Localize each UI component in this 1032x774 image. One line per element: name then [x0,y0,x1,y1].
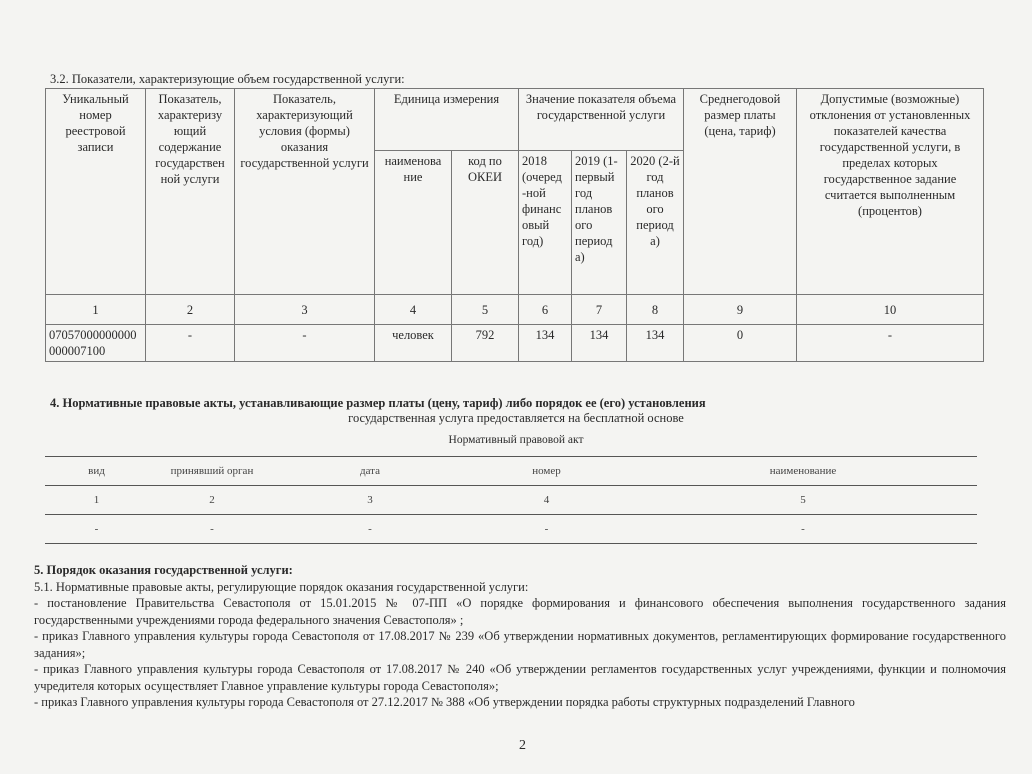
list-item: - приказ Главного управления культуры го… [34,695,855,709]
header-registry-number: Уникальный номер реестровой записи [45,88,146,295]
header-2018: 2018 (очеред -ной финанс овый год) [518,150,572,295]
legal-acts-table: вид принявший орган дата номер наименование … [45,456,977,544]
cell: человек [374,324,452,362]
header-number: номер [464,456,629,486]
header-fee: Среднегодовой размер платы (цена, тариф) [683,88,797,295]
column-numbers-row: 1 2 3 4 5 6 7 8 9 10 [45,294,984,325]
section-5-1-title: 5.1. Нормативные правовые акты, регулиру… [34,579,529,594]
list-item: - приказ Главного управления культуры го… [34,629,1006,660]
cell: 4 [464,485,629,515]
legal-act-caption: Нормативный правовой акт [448,434,584,446]
header-content-indicator: Показатель, характеризу ющий содержание … [145,88,235,295]
cell: 4 [374,294,452,325]
cell: - [276,514,464,544]
header-date: дата [276,456,464,486]
section-3-2-title: 3.2. Показатели, характеризующие объем г… [50,72,405,86]
table-row: ----- [45,514,977,544]
cell: - [145,324,235,362]
cell: 1 [45,294,146,325]
cell: - [464,514,629,544]
cell: 7 [571,294,627,325]
table-row: 07057000000000000007100- - человек 792 134 13… [45,324,984,362]
header-unit-name: наименова ние [374,150,452,295]
cell: 2 [148,485,276,515]
header-kind: вид [45,456,148,486]
cell: 792 [451,324,519,362]
cell: 134 [518,324,572,362]
cell: - [629,514,977,544]
cell: 1 [45,485,148,515]
cell: 6 [518,294,572,325]
cell: 5 [629,485,977,515]
cell: - [234,324,375,362]
cell: 3 [234,294,375,325]
header-2019: 2019 (1- первый год планов ого период а) [571,150,627,295]
cell: 5 [451,294,519,325]
header-2020: 2020 (2-й год планов ого период а) [626,150,684,295]
header-unit-code: код по ОКЕИ [451,150,519,295]
cell: 9 [683,294,797,325]
cell: - [148,514,276,544]
header-authority: принявший орган [148,456,276,486]
cell: 134 [626,324,684,362]
volume-indicators-table: Уникальный номер реестровой записи Показ… [45,88,984,362]
registry-number-cell: 07057000000000000007100 [45,324,146,362]
cell: 8 [626,294,684,325]
cell: - [45,514,148,544]
cell: - [796,324,984,362]
page-number: 2 [519,738,526,753]
section-5-title: 5. Порядок оказания государственной услу… [34,563,293,577]
cell: 0 [683,324,797,362]
header-unit: Единица измерения [374,88,519,151]
header-conditions-indicator: Показатель, характеризующий условия (фор… [234,88,375,295]
list-item: - постановление Правительства Севастопол… [34,596,1006,627]
list-item: - приказ Главного управления культуры го… [34,662,1006,693]
header-name: наименование [629,456,977,486]
cell: 10 [796,294,984,325]
section-4-title: 4. Нормативные правовые акты, устанавлив… [50,396,706,410]
cell: 2 [145,294,235,325]
section-4-subtitle: государственная услуга предоставляется н… [348,411,684,425]
cell: 134 [571,324,627,362]
header-deviation: Допустимые (возможные) отклонения от уст… [796,88,984,295]
header-value: Значение показателя объема государственн… [518,88,684,151]
cell: 3 [276,485,464,515]
